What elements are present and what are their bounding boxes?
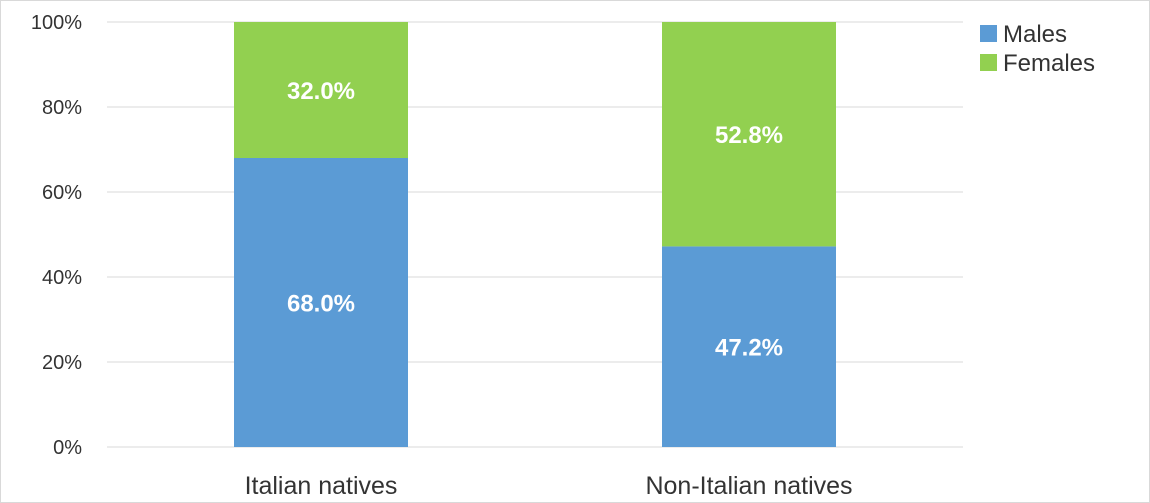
data-label: 32.0%	[287, 78, 355, 105]
bars	[234, 22, 836, 447]
legend-swatch-males	[980, 25, 997, 42]
y-axis: 0% 20% 40% 60% 80% 100%	[31, 12, 82, 459]
data-label: 52.8%	[715, 122, 783, 149]
bar-females-2	[662, 22, 836, 247]
y-tick-label: 60%	[42, 182, 82, 204]
data-labels: 68.0% 32.0% 47.2% 52.8%	[287, 78, 783, 362]
legend-label-males: Males	[1003, 21, 1067, 48]
data-label: 68.0%	[287, 291, 355, 318]
bar-males-2	[662, 246, 836, 447]
data-label: 47.2%	[715, 335, 783, 362]
x-axis: Italian natives Non-Italian natives	[245, 472, 853, 500]
y-tick-label: 40%	[42, 267, 82, 289]
x-category-label: Italian natives	[245, 472, 398, 500]
y-tick-label: 80%	[42, 97, 82, 119]
bar-males-1	[234, 158, 408, 447]
bar-females-1	[234, 22, 408, 158]
y-tick-label: 20%	[42, 352, 82, 374]
y-tick-label: 0%	[53, 437, 82, 459]
y-tick-label: 100%	[31, 12, 82, 34]
legend-swatch-females	[980, 54, 997, 71]
legend-label-females: Females	[1003, 50, 1095, 77]
x-category-label: Non-Italian natives	[645, 472, 852, 500]
